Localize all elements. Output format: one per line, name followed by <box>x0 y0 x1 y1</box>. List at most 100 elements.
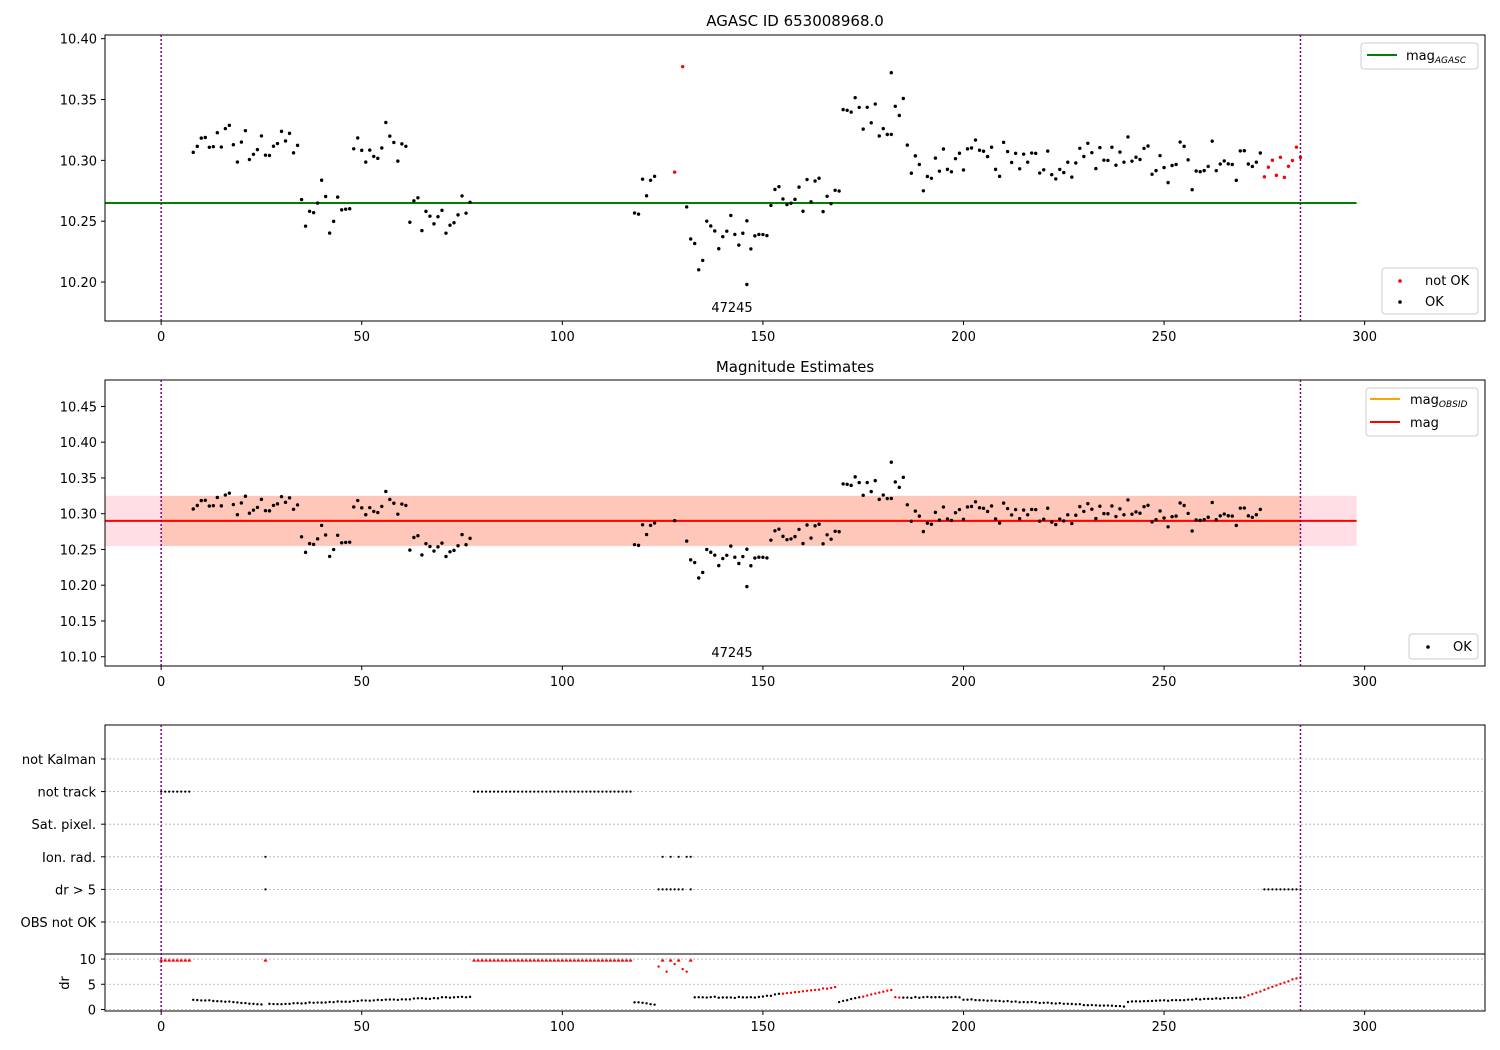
ok-point <box>697 268 701 272</box>
ok-point <box>412 535 416 540</box>
ok-point <box>1246 162 1251 166</box>
ok-point <box>1130 159 1134 163</box>
ok-point <box>1033 151 1038 156</box>
dr-clipped-marker <box>660 957 665 962</box>
ok-point <box>929 522 934 526</box>
dr-point <box>829 986 833 990</box>
ok-point <box>741 554 745 559</box>
y-tick-label: 10.15 <box>60 615 97 630</box>
dr-point <box>324 1001 327 1004</box>
dr-point <box>308 1001 311 1004</box>
ok-point <box>765 556 769 560</box>
ok-point <box>809 200 813 204</box>
ok-point <box>1182 144 1186 149</box>
ok-point <box>785 537 789 542</box>
ok-point <box>207 504 212 508</box>
ok-point <box>997 521 1002 525</box>
ok-point <box>897 485 902 490</box>
ok-point <box>989 145 994 149</box>
ok-point <box>973 500 978 504</box>
dr-point <box>396 998 400 1002</box>
ok-point <box>1238 149 1242 153</box>
y-tick-label: 10.45 <box>60 400 97 415</box>
ok-point <box>1013 151 1018 156</box>
ok-point <box>1078 146 1082 150</box>
flag-point <box>621 790 624 793</box>
y-tick-label: 10.20 <box>60 276 97 291</box>
dr-point <box>713 995 716 998</box>
ok-point <box>315 537 320 541</box>
dr-clipped-marker <box>588 957 593 962</box>
ok-point <box>713 553 717 557</box>
ok-point <box>793 197 797 202</box>
flag-point <box>176 790 179 793</box>
dr-point <box>428 997 432 1001</box>
panel1-title: AGASC ID 653008968.0 <box>706 12 884 30</box>
ok-point <box>957 507 962 512</box>
dr-clipped-marker <box>504 957 509 962</box>
dr-point <box>653 1003 656 1006</box>
flag-point <box>184 790 187 793</box>
ok-point <box>460 532 464 537</box>
ok-point <box>769 203 773 208</box>
ok-point <box>737 561 741 566</box>
ok-point <box>917 162 922 167</box>
ok-point <box>291 507 296 511</box>
x-tick-label: 150 <box>750 330 775 345</box>
ok-point <box>845 482 849 486</box>
dr-point <box>874 992 877 995</box>
ok-point <box>937 518 942 522</box>
ok-point <box>1082 154 1086 159</box>
ok-point <box>1058 167 1062 172</box>
dr-point <box>721 996 724 999</box>
dr-point <box>821 987 825 990</box>
ok-point <box>1170 514 1174 519</box>
ok-point <box>973 138 978 142</box>
ok-point <box>440 541 444 545</box>
dr-tick-label: 0 <box>88 1003 96 1018</box>
dr-point <box>1006 999 1009 1003</box>
ok-point <box>287 496 292 500</box>
ok-point <box>1162 165 1166 170</box>
dr-point <box>930 996 933 999</box>
not-ok-point <box>1286 164 1291 169</box>
dr-point <box>212 999 215 1003</box>
dr-point <box>1042 1001 1045 1004</box>
ok-point <box>299 535 304 539</box>
magnitude-estimates-panel: Magnitude Estimates 47245 0 50 100 150 200 25… <box>60 358 1486 690</box>
ok-point <box>941 147 946 151</box>
ok-point <box>311 210 316 215</box>
flag-point <box>669 888 672 891</box>
flag-point <box>497 790 500 793</box>
dr-point <box>432 996 436 1000</box>
ok-point <box>335 195 340 199</box>
dr-point <box>845 999 849 1002</box>
dr-point <box>890 988 893 992</box>
dr-point <box>284 1002 287 1006</box>
ok-point <box>1122 513 1126 517</box>
ok-point <box>937 169 942 173</box>
dr-tick-label: 5 <box>88 978 96 993</box>
ok-point <box>1254 513 1259 517</box>
dr-point <box>1074 1003 1078 1006</box>
dr-point <box>368 999 371 1002</box>
dr-point <box>468 995 472 999</box>
flag-point <box>472 790 476 793</box>
ok-point <box>1062 519 1066 523</box>
dr-point <box>1206 997 1210 1001</box>
dr-clipped-marker <box>688 957 693 962</box>
panel1-obsid-label: 47245 <box>711 301 752 316</box>
dr-point <box>424 997 428 1000</box>
ok-point <box>392 140 396 145</box>
dr-clipped-marker <box>508 957 513 962</box>
ok-point <box>259 134 264 138</box>
ok-point <box>223 126 228 131</box>
ok-point <box>729 544 733 548</box>
ok-point <box>384 120 388 125</box>
x-tick-label: 0 <box>157 330 165 345</box>
dr-point <box>898 996 901 999</box>
ok-point <box>1258 507 1263 512</box>
ok-point <box>1062 170 1066 175</box>
dr-point <box>1215 997 1218 1000</box>
ok-point <box>460 194 464 198</box>
